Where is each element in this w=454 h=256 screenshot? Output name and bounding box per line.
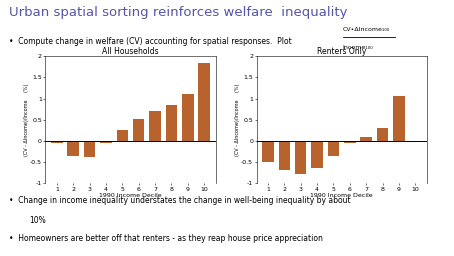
X-axis label: 1990 Income Decile: 1990 Income Decile <box>99 193 162 198</box>
Bar <box>262 141 274 162</box>
Bar <box>84 141 95 157</box>
Bar <box>51 141 63 143</box>
Bar <box>133 119 144 141</box>
Bar <box>311 141 323 168</box>
X-axis label: 1990 Income Decile: 1990 Income Decile <box>311 193 373 198</box>
Title: Renters Only: Renters Only <box>317 47 366 56</box>
Y-axis label: (CV - ΔIncome)/Income     (%): (CV - ΔIncome)/Income (%) <box>24 83 29 156</box>
Bar <box>149 111 161 141</box>
Bar <box>295 141 306 174</box>
Text: CV•ΔIncome₁₀₀: CV•ΔIncome₁₀₀ <box>343 27 390 32</box>
Text: •  Homeowners are better off that renters - as they reap house price appreciatio: • Homeowners are better off that renters… <box>9 234 323 243</box>
Text: Urban spatial sorting reinforces welfare  inequality: Urban spatial sorting reinforces welfare… <box>9 6 348 19</box>
Text: •  Change in income inequality understates the change in well-being inequality b: • Change in income inequality understate… <box>9 196 350 205</box>
Title: All Households: All Households <box>102 47 159 56</box>
Bar <box>68 141 79 156</box>
Bar <box>100 141 112 143</box>
Text: 10%: 10% <box>30 216 46 225</box>
Bar <box>344 141 355 143</box>
Bar <box>393 97 405 141</box>
Y-axis label: (CV - ΔIncome)/Income     (%): (CV - ΔIncome)/Income (%) <box>235 83 240 156</box>
Text: •  Compute change in welfare (CV) accounting for spatial responses.  Plot: • Compute change in welfare (CV) account… <box>9 37 292 46</box>
Bar <box>377 128 388 141</box>
Text: Income₁₀₀: Income₁₀₀ <box>343 45 374 50</box>
Bar <box>166 105 177 141</box>
Bar <box>198 63 210 141</box>
Bar <box>279 141 290 170</box>
Bar <box>328 141 339 156</box>
Bar <box>117 130 128 141</box>
Bar <box>182 94 193 141</box>
Bar <box>360 137 372 141</box>
